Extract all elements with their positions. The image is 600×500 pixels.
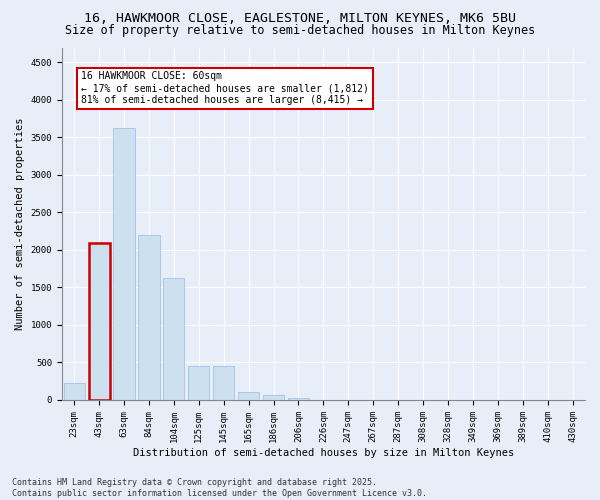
X-axis label: Distribution of semi-detached houses by size in Milton Keynes: Distribution of semi-detached houses by … — [133, 448, 514, 458]
Bar — [288, 398, 309, 400]
Bar — [238, 392, 259, 400]
Text: Contains HM Land Registry data © Crown copyright and database right 2025.
Contai: Contains HM Land Registry data © Crown c… — [12, 478, 427, 498]
Text: 16, HAWKMOOR CLOSE, EAGLESTONE, MILTON KEYNES, MK6 5BU: 16, HAWKMOOR CLOSE, EAGLESTONE, MILTON K… — [84, 12, 516, 26]
Text: Size of property relative to semi-detached houses in Milton Keynes: Size of property relative to semi-detach… — [65, 24, 535, 37]
Bar — [163, 278, 184, 400]
Text: 16 HAWKMOOR CLOSE: 60sqm
← 17% of semi-detached houses are smaller (1,812)
81% o: 16 HAWKMOOR CLOSE: 60sqm ← 17% of semi-d… — [81, 72, 369, 104]
Bar — [263, 396, 284, 400]
Bar — [188, 366, 209, 400]
Bar — [113, 128, 134, 400]
Bar — [139, 235, 160, 400]
Bar — [213, 366, 235, 400]
Y-axis label: Number of semi-detached properties: Number of semi-detached properties — [15, 118, 25, 330]
Bar — [64, 382, 85, 400]
Bar — [89, 243, 110, 400]
